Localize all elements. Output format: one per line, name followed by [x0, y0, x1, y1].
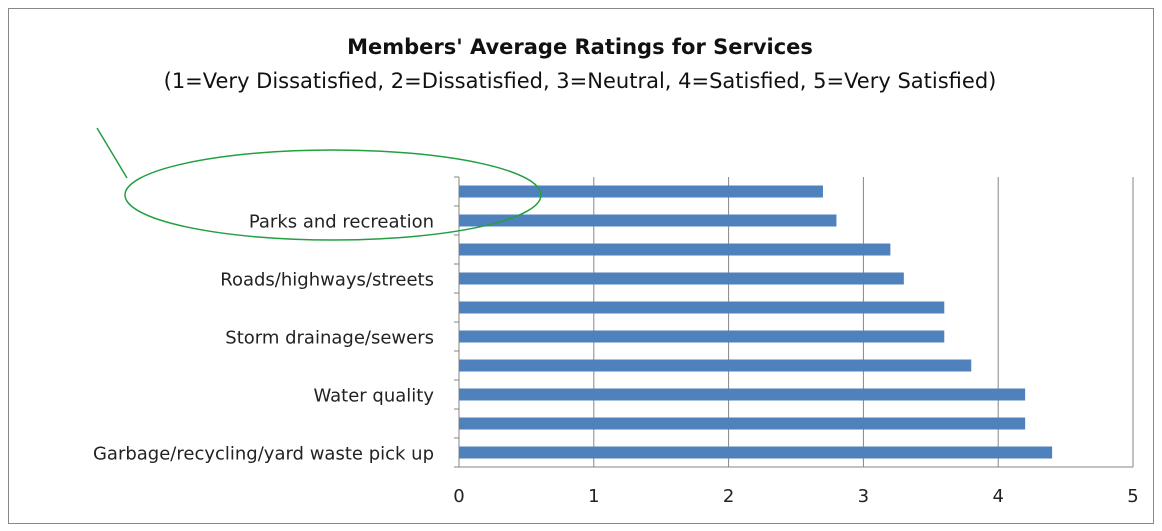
x-tick-label: 1 — [588, 486, 599, 507]
bar — [459, 417, 1026, 430]
titles: Members' Average Ratings for Services (1… — [130, 30, 1030, 98]
x-tick-label: 3 — [858, 486, 869, 507]
chart-border — [8, 8, 1154, 524]
bar — [459, 359, 972, 372]
highlight-ellipse — [124, 149, 542, 241]
bar — [459, 388, 1026, 401]
bar — [459, 214, 837, 227]
x-tick-label: 0 — [453, 486, 464, 507]
y-tick-label: Roads/highways/streets — [220, 270, 434, 291]
bar — [459, 301, 945, 314]
bar — [459, 446, 1053, 459]
pointer-line — [96, 127, 128, 179]
chart-subtitle: (1=Very Dissatisfied, 2=Dissatisfied, 3=… — [163, 69, 997, 93]
y-tick-label: Storm drainage/sewers — [225, 328, 434, 349]
bar — [459, 330, 945, 343]
y-tick-label: Parks and recreation — [249, 212, 434, 233]
x-tick-label: 2 — [723, 486, 734, 507]
bar — [459, 185, 823, 198]
bar — [459, 243, 891, 256]
bar — [459, 272, 904, 285]
x-tick-label: 5 — [1127, 486, 1138, 507]
x-tick-label: 4 — [992, 486, 1003, 507]
y-tick-label: Garbage/recycling/yard waste pick up — [93, 444, 434, 465]
y-tick-label: Water quality — [313, 386, 434, 407]
chart-title: Members' Average Ratings for Services — [347, 35, 813, 59]
